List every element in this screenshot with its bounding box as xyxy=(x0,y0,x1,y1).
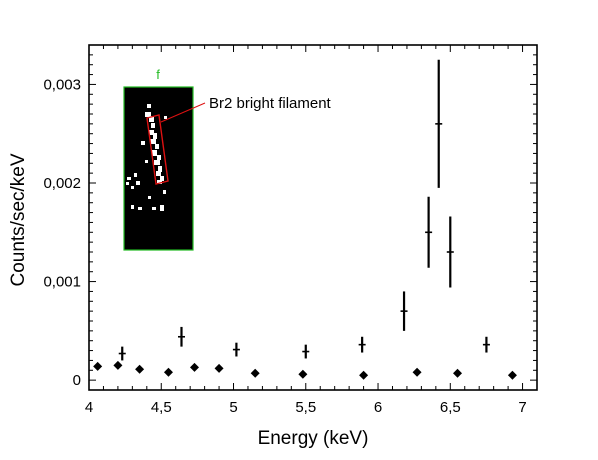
inset-pixel xyxy=(160,176,164,181)
inset-pixel xyxy=(148,196,151,199)
diamond-point xyxy=(507,370,517,380)
x-tick-label: 6 xyxy=(374,399,382,416)
plot-frame xyxy=(88,44,538,391)
diamond-point xyxy=(359,370,369,380)
x-tick-label: 4 xyxy=(85,399,93,416)
diamond-point xyxy=(453,368,463,378)
inset-pixel xyxy=(152,150,157,156)
inset-pixel xyxy=(163,190,166,194)
inset-pixel xyxy=(164,116,167,119)
data-marks xyxy=(93,59,517,380)
inset-pixel xyxy=(150,139,156,144)
y-tick-label: 0,003 xyxy=(43,76,81,93)
inset-pixel xyxy=(154,160,160,165)
y-tick-label: 0 xyxy=(73,372,81,389)
inset-pixel xyxy=(131,186,134,189)
inset-annotation-pointer xyxy=(160,102,206,123)
diamond-point xyxy=(412,367,422,377)
inset-pixel xyxy=(152,207,156,210)
diamond-point xyxy=(250,368,260,378)
inset-pixel xyxy=(131,205,134,209)
diamond-point xyxy=(214,363,224,373)
inset-pixel xyxy=(138,207,142,210)
diamond-point xyxy=(135,364,145,374)
plot-border xyxy=(88,44,538,391)
diamond-point xyxy=(189,362,199,372)
inset-pixel xyxy=(151,123,155,128)
x-tick-label: 5 xyxy=(229,399,237,416)
inset-pixel xyxy=(158,166,162,172)
x-tick-label: 6,5 xyxy=(440,399,461,416)
inset-pixel xyxy=(149,116,154,122)
inset-pixel xyxy=(126,182,129,185)
axis-ticks xyxy=(88,44,538,391)
diamond-point xyxy=(298,369,308,379)
inset-pixel xyxy=(145,160,148,163)
inset-pixel xyxy=(127,177,131,180)
inset-pixel xyxy=(141,141,145,145)
diamond-point xyxy=(93,361,103,371)
x-axis-title: Energy (keV) xyxy=(258,428,369,449)
diamond-point xyxy=(163,367,173,377)
x-tick-label: 5,5 xyxy=(295,399,316,416)
inset-filament-pixels xyxy=(126,104,167,211)
y-tick-label: 0,001 xyxy=(43,274,81,291)
inset-region-box xyxy=(146,114,169,185)
inset-pixel xyxy=(147,104,151,108)
inset-panel-letter: f xyxy=(156,67,160,82)
y-tick-label: 0,002 xyxy=(43,175,81,192)
x-tick-label: 4,5 xyxy=(151,399,172,416)
y-tick-labels: 0 0,001 0,002 0,003 xyxy=(43,76,81,389)
inset-pixel xyxy=(134,173,137,177)
inset-pixel xyxy=(153,133,157,139)
x-tick-label: 7 xyxy=(518,399,526,416)
inset-pixel xyxy=(155,144,159,149)
x-tick-labels: 4 4,5 5 5,5 6 6,5 7 xyxy=(85,399,527,416)
inset-pixel xyxy=(157,180,162,184)
y-axis-title: Counts/sec/keV xyxy=(8,153,29,286)
inset-annotation-label: Br2 bright filament xyxy=(209,95,332,112)
inset-pixel xyxy=(157,155,161,160)
inset-pixel xyxy=(136,181,140,185)
diamond-point xyxy=(113,360,123,370)
inset-pixel xyxy=(160,205,164,211)
inset-pixel xyxy=(156,171,161,176)
inset-pixel xyxy=(145,112,151,117)
inset-image: f Br2 bright filament xyxy=(123,67,332,251)
inset-pixel xyxy=(149,130,154,135)
